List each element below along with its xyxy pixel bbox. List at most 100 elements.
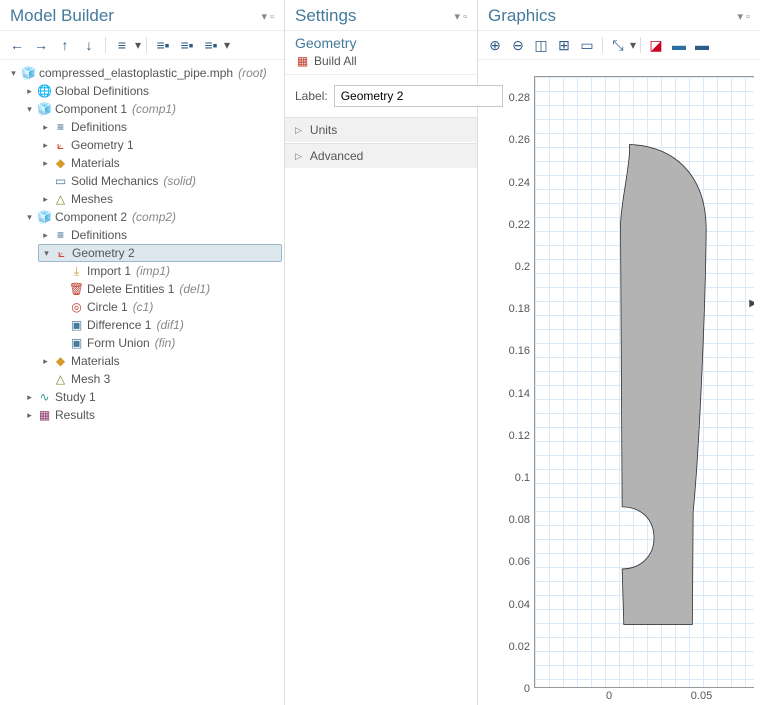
tree-node[interactable]: ▣ Form Union (fin) (54, 334, 282, 352)
graphics-toolbar: ⊕ ⊖ ◫ ⊞ ▭ ⤡▾ ◪ ▬ ▬ (478, 31, 760, 60)
tree-label: Meshes (70, 192, 113, 206)
expander-icon[interactable] (56, 284, 67, 295)
tree-label: Results (54, 408, 95, 422)
tree-node[interactable]: ▸ ≡ Definitions (38, 118, 282, 136)
graphics-canvas[interactable]: 00.020.040.060.080.10.120.140.160.180.20… (484, 66, 754, 699)
tree-icon: ◆ (53, 156, 68, 171)
expander-icon[interactable] (56, 338, 67, 349)
tree-node[interactable]: 🗑 Delete Entities 1 (del1) (54, 280, 282, 298)
tree-node[interactable]: ▾ 🧊 compressed_elastoplastic_pipe.mph (r… (6, 64, 282, 82)
model-tree[interactable]: ▾ 🧊 compressed_elastoplastic_pipe.mph (r… (0, 60, 284, 705)
zoom-box-icon[interactable]: ◫ (530, 34, 552, 56)
panel-menu-icon[interactable]: ▾ ▫ (455, 10, 467, 23)
settings-panel: Settings ▾ ▫ Geometry ▦ Build All Label:… (285, 0, 478, 705)
settings-subtitle: Geometry (285, 31, 477, 51)
list-c-button[interactable]: ≡▪ (200, 34, 222, 56)
tree-node[interactable]: ▸ ≡ Definitions (38, 226, 282, 244)
zoom-extents-icon[interactable]: ⊞ (553, 34, 575, 56)
list-b-button[interactable]: ≡▪ (176, 34, 198, 56)
panel-menu-icon[interactable]: ▾ ▫ (738, 10, 750, 23)
tree-node[interactable]: ▾ ⟀ Geometry 2 (38, 244, 282, 262)
tree-label: Delete Entities 1 (86, 282, 174, 296)
tree-icon: △ (53, 192, 68, 207)
tree-node[interactable]: ▾ 🧊 Component 2 (comp2) (22, 208, 282, 226)
tree-label: Form Union (86, 336, 150, 350)
expander-icon[interactable] (40, 374, 51, 385)
expander-icon[interactable]: ▸ (24, 392, 35, 403)
tree-node[interactable]: ▣ Difference 1 (dif1) (54, 316, 282, 334)
zoom-sel-icon[interactable]: ▭ (576, 34, 598, 56)
expander-icon[interactable]: ▸ (40, 158, 51, 169)
fwd-button[interactable]: → (30, 34, 52, 56)
expander-icon[interactable]: ▸ (40, 122, 51, 133)
tree-suffix: (imp1) (133, 264, 170, 278)
model-builder-toolbar: ← → ↑ ↓ ≡▾ ≡▪ ≡▪ ≡▪▾ (0, 31, 284, 60)
graphics-title-bar: Graphics ▾ ▫ (478, 0, 760, 31)
zoom-in-icon[interactable]: ⊕ (484, 34, 506, 56)
select-icon[interactable]: ◪ (645, 34, 667, 56)
expander-icon[interactable] (56, 302, 67, 313)
expander-icon[interactable]: ▸ (24, 410, 35, 421)
expander-icon[interactable] (56, 266, 67, 277)
tree-icon: 🗑 (69, 282, 84, 297)
tree-node[interactable]: ▾ 🧊 Component 1 (comp1) (22, 100, 282, 118)
y-tick: 0.14 (509, 388, 535, 400)
tree-icon: △ (53, 372, 68, 387)
model-builder-title-bar: Model Builder ▾ ▫ (0, 0, 284, 31)
expand-button[interactable]: ≡ (111, 34, 133, 56)
tree-label: Import 1 (86, 264, 131, 278)
label-caption: Label: (295, 89, 328, 103)
tree-label: Component 2 (54, 210, 127, 224)
x-tick: 0 (606, 687, 612, 699)
tree-node[interactable]: ▭ Solid Mechanics (solid) (38, 172, 282, 190)
zoom-out-icon[interactable]: ⊖ (507, 34, 529, 56)
scene-icon[interactable]: ▬ (668, 34, 690, 56)
expander-icon[interactable]: ▸ (40, 194, 51, 205)
tree-icon: ◎ (69, 300, 84, 315)
tree-node[interactable]: ▸ ⟀ Geometry 1 (38, 136, 282, 154)
back-button[interactable]: ← (6, 34, 28, 56)
settings-section[interactable]: ▷ Units (285, 117, 477, 143)
expander-icon[interactable]: ▾ (8, 68, 19, 79)
up-button[interactable]: ↑ (54, 34, 76, 56)
view-icon[interactable]: ▬ (691, 34, 713, 56)
section-expander-icon: ▷ (295, 151, 302, 162)
expander-icon[interactable]: ▸ (40, 230, 51, 241)
settings-title: Settings (295, 6, 356, 26)
expander-icon[interactable]: ▾ (41, 248, 52, 259)
build-all-button[interactable]: ▦ Build All (285, 51, 477, 75)
tree-icon: ▣ (69, 318, 84, 333)
tree-icon: ▣ (69, 336, 84, 351)
expander-icon[interactable]: ▾ (24, 212, 35, 223)
tree-suffix: (comp2) (129, 210, 176, 224)
list-a-button[interactable]: ≡▪ (152, 34, 174, 56)
tree-label: Geometry 1 (70, 138, 134, 152)
expander-icon[interactable] (56, 320, 67, 331)
tree-icon: 🌐 (37, 84, 52, 99)
tree-node[interactable]: ▸ ▦ Results (22, 406, 282, 424)
tree-node[interactable]: ▸ ◆ Materials (38, 154, 282, 172)
panel-menu-icon[interactable]: ▾ ▫ (262, 10, 274, 23)
tree-icon: ⤓ (69, 264, 84, 279)
expander-icon[interactable] (40, 176, 51, 187)
tree-node[interactable]: ▸ ◆ Materials (38, 352, 282, 370)
axes-icon[interactable]: ⤡ (607, 34, 629, 56)
tree-label: Study 1 (54, 390, 96, 404)
settings-section[interactable]: ▷ Advanced (285, 143, 477, 169)
tree-node[interactable]: ◎ Circle 1 (c1) (54, 298, 282, 316)
tree-node[interactable]: ▸ △ Meshes (38, 190, 282, 208)
expander-icon[interactable]: ▸ (40, 140, 51, 151)
expander-icon[interactable]: ▾ (24, 104, 35, 115)
tree-node[interactable]: △ Mesh 3 (38, 370, 282, 388)
expander-icon[interactable]: ▸ (40, 356, 51, 367)
down-button[interactable]: ↓ (78, 34, 100, 56)
tree-suffix: (fin) (152, 336, 176, 350)
expander-icon[interactable]: ▸ (24, 86, 35, 97)
y-tick: 0.22 (509, 219, 535, 231)
tree-label: Definitions (70, 228, 127, 242)
tree-node[interactable]: ⤓ Import 1 (imp1) (54, 262, 282, 280)
tree-suffix: (dif1) (153, 318, 183, 332)
build-all-label: Build All (314, 54, 357, 68)
tree-node[interactable]: ▸ 🌐 Global Definitions (22, 82, 282, 100)
tree-node[interactable]: ▸ ∿ Study 1 (22, 388, 282, 406)
